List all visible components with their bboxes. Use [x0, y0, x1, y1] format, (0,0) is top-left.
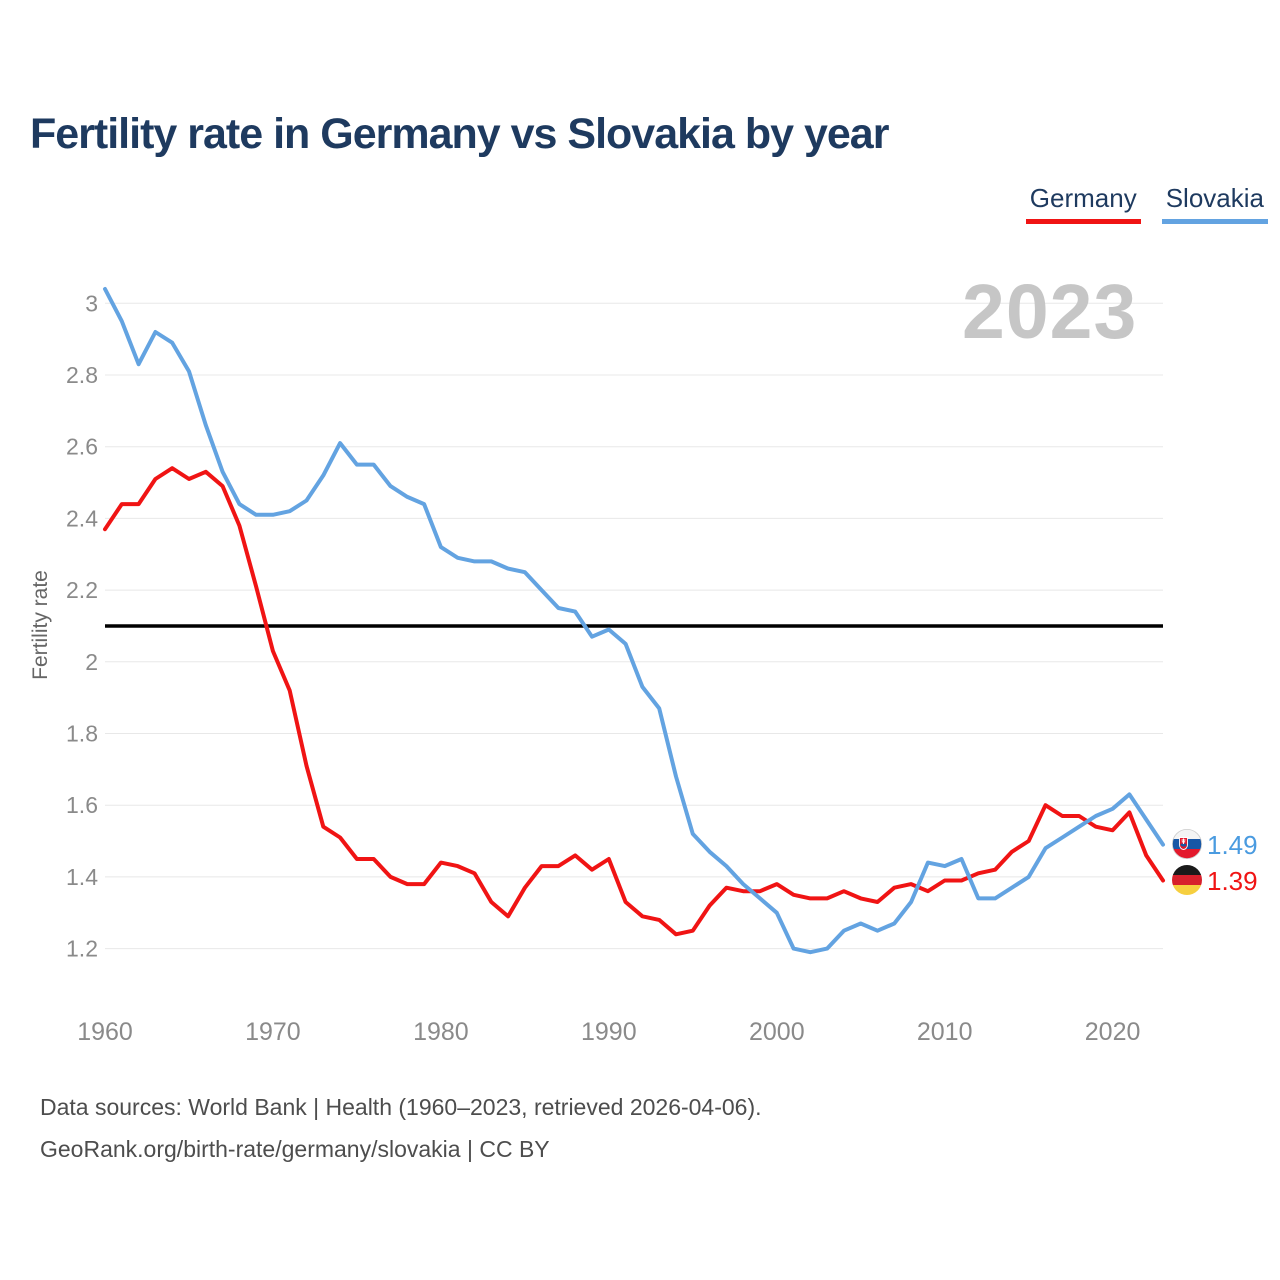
legend-item-germany[interactable]: Germany — [1025, 183, 1141, 224]
x-tick-label: 2000 — [749, 1018, 805, 1046]
legend-color-bar-germany — [1025, 219, 1141, 224]
germany-end-value: 1.39 — [1207, 866, 1258, 896]
y-tick-label: 1.2 — [66, 936, 98, 962]
legend-label-slovakia: Slovakia — [1165, 183, 1264, 213]
y-tick-label: 2.6 — [66, 434, 98, 460]
footer: Data sources: World Bank | Health (1960–… — [40, 1086, 762, 1170]
y-tick-label: 1.6 — [66, 792, 98, 818]
slovakia-coat-of-arms — [1179, 837, 1188, 850]
footer-sources-line: Data sources: World Bank | Health (1960–… — [40, 1094, 762, 1120]
x-tick-label: 2020 — [1085, 1018, 1141, 1046]
y-tick-label: 2.4 — [66, 505, 98, 531]
y-tick-label: 2.2 — [66, 577, 98, 603]
legend: Germany Slovakia — [1025, 183, 1268, 224]
page-title: Fertility rate in Germany vs Slovakia by… — [30, 110, 889, 158]
year-watermark: 2023 — [962, 269, 1138, 355]
y-axis-title: Fertility rate — [29, 570, 52, 680]
x-tick-label: 1970 — [245, 1018, 301, 1046]
legend-label-germany: Germany — [1029, 183, 1137, 213]
y-tick-label: 3 — [85, 290, 98, 316]
y-tick-label: 2 — [85, 649, 98, 675]
slovakia-flag-icon — [1172, 829, 1202, 859]
legend-color-bar-slovakia — [1161, 219, 1268, 224]
x-tick-label: 1990 — [581, 1018, 637, 1046]
x-tick-label: 2010 — [917, 1018, 973, 1046]
x-tick-label: 1960 — [77, 1018, 133, 1046]
slovakia-end-value: 1.49 — [1207, 830, 1258, 860]
y-tick-label: 1.4 — [66, 864, 98, 890]
germany-flag-icon — [1172, 865, 1202, 895]
y-tick-label: 1.8 — [66, 721, 98, 747]
germany-line — [103, 466, 1165, 937]
x-tick-label: 1980 — [413, 1018, 469, 1046]
footer-attribution-line: GeoRank.org/birth-rate/germany/slovakia … — [40, 1136, 550, 1162]
slovakia-line — [103, 287, 1165, 955]
legend-item-slovakia[interactable]: Slovakia — [1161, 183, 1268, 224]
y-tick-label: 2.8 — [66, 362, 98, 388]
